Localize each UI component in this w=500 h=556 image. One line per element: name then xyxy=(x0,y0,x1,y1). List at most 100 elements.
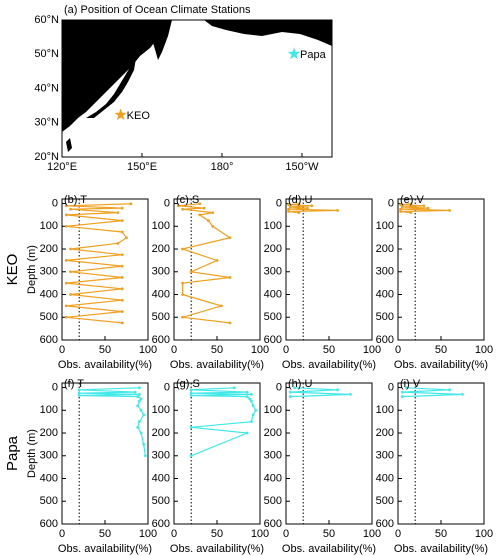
y-tick-label: 500 xyxy=(264,495,282,507)
data-point xyxy=(287,207,290,211)
data-point xyxy=(336,388,339,392)
data-point xyxy=(120,321,124,325)
y-tick-label: 30°N xyxy=(34,117,59,129)
x-tick-label: 50 xyxy=(99,344,111,356)
x-tick-label: 180° xyxy=(211,161,234,173)
data-point xyxy=(189,391,193,395)
panel-title: (g) S xyxy=(176,378,200,390)
x-axis-label: Obs. availability(%) xyxy=(58,359,152,371)
y-tick-label: 200 xyxy=(376,427,394,439)
data-point xyxy=(251,404,255,408)
panel-frame xyxy=(173,382,261,525)
x-tick-label: 50 xyxy=(323,528,335,540)
data-point xyxy=(116,211,120,215)
data-point xyxy=(139,397,143,401)
x-tick-label: 100 xyxy=(251,528,269,540)
panel-frame xyxy=(397,382,485,525)
data-point xyxy=(399,210,402,213)
data-line xyxy=(79,387,146,456)
data-point xyxy=(120,310,124,313)
y-tick-label: 500 xyxy=(376,495,394,507)
data-point xyxy=(77,394,81,397)
data-point xyxy=(138,399,141,403)
data-point xyxy=(129,202,133,206)
y-tick-label: 400 xyxy=(152,288,170,300)
data-point xyxy=(228,236,232,240)
data-point xyxy=(136,425,140,429)
data-point xyxy=(219,304,223,308)
x-tick-label: 120°E xyxy=(47,161,77,173)
data-point xyxy=(288,395,292,399)
data-point xyxy=(232,386,236,390)
y-tick-label: 300 xyxy=(376,450,394,462)
y-tick-label: 400 xyxy=(376,472,394,484)
panel-title: (i) V xyxy=(400,378,421,390)
y-tick-label: 200 xyxy=(40,243,58,255)
land-alaska xyxy=(204,20,332,46)
x-tick-label: 100 xyxy=(251,344,269,356)
data-point xyxy=(448,208,451,212)
data-point xyxy=(120,219,124,223)
data-point xyxy=(288,205,292,209)
data-point xyxy=(405,386,408,390)
y-tick-label: 60°N xyxy=(34,14,59,26)
data-point xyxy=(461,392,464,396)
data-point xyxy=(181,247,185,251)
y-tick-label: 300 xyxy=(152,266,170,278)
y-tick-label: 50°N xyxy=(34,48,59,60)
data-point xyxy=(409,202,413,206)
data-point xyxy=(64,204,68,208)
map-title: (a) Position of Ocean Climate Stations xyxy=(64,4,251,16)
data-point xyxy=(120,287,124,291)
y-tick-label: 600 xyxy=(40,518,58,530)
x-tick-label: 50 xyxy=(211,344,223,356)
x-axis-label: Obs. availability(%) xyxy=(58,543,152,555)
x-tick-label: 100 xyxy=(475,528,493,540)
data-point xyxy=(245,431,249,435)
data-point xyxy=(64,281,68,285)
y-tick-label: 600 xyxy=(152,518,170,530)
y-tick-label: 600 xyxy=(376,518,394,530)
data-point xyxy=(448,388,451,392)
data-point xyxy=(64,213,68,217)
data-point xyxy=(422,204,426,208)
y-tick-label: 400 xyxy=(40,472,58,484)
y-tick-label: 300 xyxy=(40,266,58,278)
y-tick-label: 100 xyxy=(152,220,170,232)
data-point xyxy=(142,443,146,446)
y-tick-label: 0 xyxy=(164,381,170,393)
y-tick-label: 100 xyxy=(40,220,58,232)
data-point xyxy=(176,204,180,208)
y-tick-label: 500 xyxy=(376,311,394,323)
y-tick-label: 0 xyxy=(388,381,394,393)
data-point xyxy=(139,431,143,435)
data-point xyxy=(69,293,72,296)
data-point xyxy=(211,224,215,228)
x-tick-label: 0 xyxy=(59,344,65,356)
data-point xyxy=(228,321,232,325)
data-point xyxy=(409,211,413,215)
station-label: KEO xyxy=(127,110,151,122)
panel-frame xyxy=(285,382,373,525)
y-tick-label: 0 xyxy=(52,381,58,393)
y-tick-label: 400 xyxy=(152,472,170,484)
y-tick-label: 500 xyxy=(152,495,170,507)
data-point xyxy=(189,270,193,274)
data-point xyxy=(120,276,124,279)
y-tick-label: 500 xyxy=(40,311,58,323)
y-tick-label: 300 xyxy=(264,450,282,462)
x-axis-label: Obs. availability(%) xyxy=(170,359,264,371)
y-tick-label: 100 xyxy=(376,220,394,232)
y-tick-label: 300 xyxy=(376,266,394,278)
data-point xyxy=(64,259,68,262)
data-point xyxy=(198,202,202,206)
data-point xyxy=(297,202,301,206)
y-tick-label: 100 xyxy=(376,404,394,416)
y-tick-label: 40°N xyxy=(34,82,59,94)
panel-title: (d) U xyxy=(288,194,313,206)
data-point xyxy=(250,392,253,396)
data-point xyxy=(245,395,249,399)
x-tick-label: 0 xyxy=(59,528,65,540)
x-tick-label: 0 xyxy=(395,528,401,540)
